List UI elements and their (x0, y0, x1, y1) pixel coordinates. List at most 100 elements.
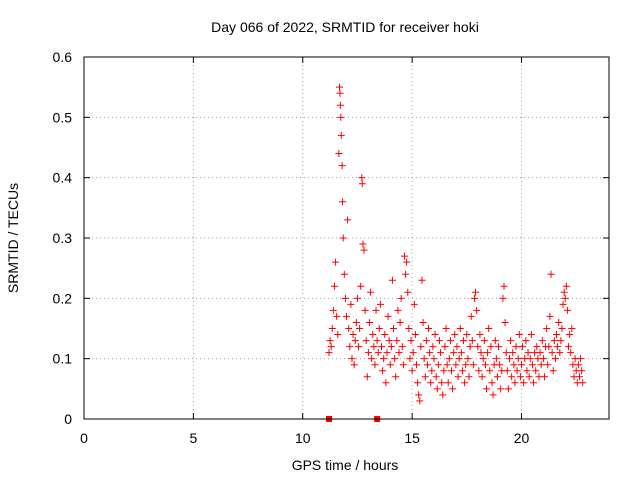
data-point (376, 300, 384, 308)
x-tick-label: 5 (189, 430, 197, 446)
data-point (469, 361, 477, 369)
data-point (487, 343, 495, 351)
data-point (500, 282, 508, 290)
data-point (489, 391, 497, 399)
data-point (522, 337, 530, 345)
data-point (479, 355, 487, 363)
data-point (439, 391, 447, 399)
data-point (464, 355, 472, 363)
data-point (431, 331, 439, 339)
data-point (456, 325, 464, 332)
data-point (503, 367, 511, 375)
data-point (437, 349, 445, 357)
data-point (485, 325, 493, 332)
data-point (406, 355, 414, 363)
data-point (428, 367, 436, 375)
data-point (547, 270, 555, 278)
data-point (532, 367, 540, 375)
data-point (473, 306, 481, 314)
data-point (369, 331, 377, 339)
data-point (512, 343, 520, 351)
data-point (358, 180, 366, 188)
y-tick-label: 0.1 (53, 351, 73, 367)
data-point (383, 349, 391, 357)
data-point (511, 379, 519, 387)
data-point (332, 258, 340, 266)
data-point (508, 373, 516, 381)
data-point (448, 367, 455, 375)
data-point (352, 318, 360, 326)
data-point (563, 306, 571, 314)
data-point (472, 288, 480, 296)
data-point (398, 343, 406, 351)
data-point (495, 343, 503, 351)
data-point (433, 385, 441, 393)
data-point (400, 252, 408, 260)
data-point (410, 300, 418, 308)
data-point (460, 337, 468, 345)
data-point (510, 361, 518, 369)
data-point (404, 288, 412, 296)
data-point (483, 385, 490, 393)
data-point (379, 367, 387, 375)
data-point (499, 294, 507, 302)
data-point (394, 306, 402, 314)
data-point (504, 385, 512, 393)
x-tick-label: 0 (80, 430, 88, 446)
data-point (349, 331, 357, 339)
data-point (539, 355, 547, 363)
data-point (381, 331, 389, 339)
y-tick-label: 0 (64, 411, 72, 427)
data-point (451, 331, 459, 339)
data-point (338, 162, 346, 170)
data-point (405, 325, 413, 332)
data-point (486, 367, 494, 375)
data-point (387, 343, 395, 351)
data-point (327, 343, 335, 351)
data-point (391, 355, 399, 363)
data-point (336, 83, 343, 91)
data-point (493, 373, 501, 381)
y-tick-label: 0.6 (53, 49, 73, 65)
data-point (426, 349, 434, 357)
data-point (474, 343, 482, 351)
data-point (329, 306, 337, 314)
data-point (336, 101, 344, 109)
y-tick-label: 0.3 (53, 230, 73, 246)
data-point (362, 337, 370, 345)
data-point (463, 331, 471, 339)
data-point (488, 379, 496, 387)
data-point (429, 343, 437, 351)
data-point (393, 337, 401, 345)
data-point (475, 367, 483, 375)
data-point (442, 325, 450, 332)
data-point (339, 234, 347, 242)
axis-ticks: 0 5 10 15 20 0 0.1 0.2 0.3 0.4 0.5 0.6 (53, 49, 609, 446)
data-point (408, 367, 416, 375)
data-point (340, 270, 348, 278)
data-point (423, 361, 431, 369)
data-point (549, 367, 557, 375)
data-point (427, 379, 435, 387)
data-point (334, 331, 342, 339)
data-point (384, 312, 392, 320)
data-point (445, 355, 453, 363)
data-point (392, 373, 400, 381)
data-point (348, 355, 356, 363)
data-point (574, 361, 582, 369)
grid-lines (84, 57, 609, 419)
y-tick-label: 0.5 (53, 109, 73, 125)
data-point (577, 355, 585, 363)
data-point (347, 300, 355, 308)
data-point (444, 379, 452, 387)
chart-title: Day 066 of 2022, SRMTID for receiver hok… (211, 19, 479, 35)
data-point (359, 240, 367, 248)
data-point (339, 198, 347, 206)
data-points (325, 83, 587, 422)
data-point (435, 337, 443, 345)
data-point (543, 325, 551, 332)
data-point (367, 288, 375, 296)
data-point (520, 379, 528, 387)
data-point (351, 337, 359, 345)
data-point (492, 355, 500, 363)
